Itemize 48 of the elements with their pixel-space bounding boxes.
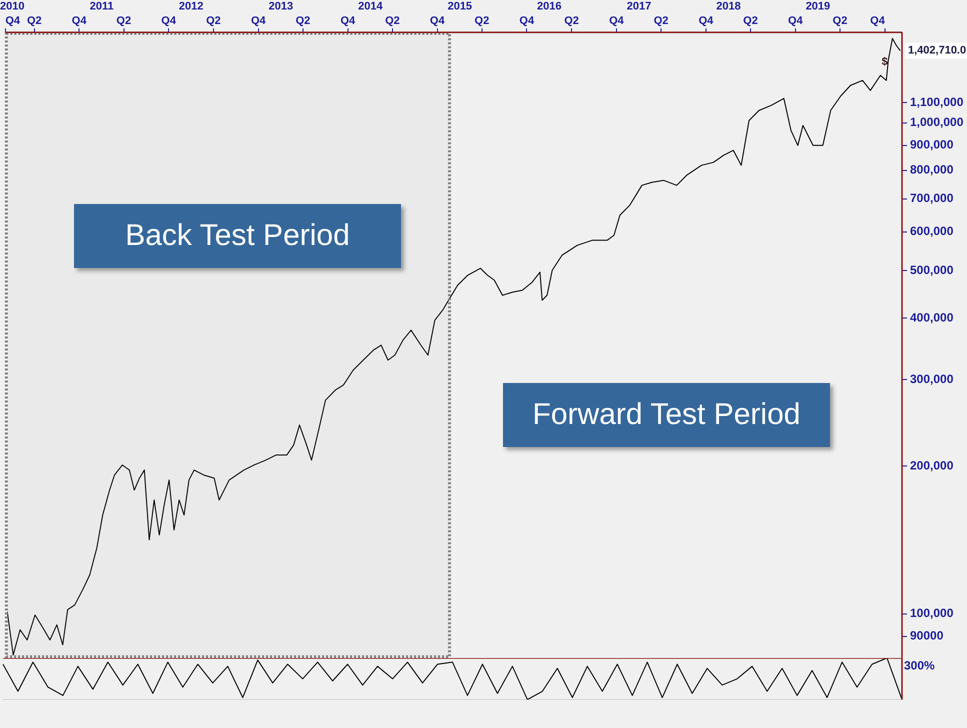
x2-tick-label: 2017 bbox=[626, 0, 652, 13]
x2-tick-label: 2011 bbox=[90, 0, 114, 13]
x-tick-label: Q4 bbox=[5, 14, 21, 27]
x-tick-label: Q2 bbox=[743, 14, 758, 27]
y-tick-label: 900,000 bbox=[910, 138, 954, 152]
text: 300% bbox=[904, 658, 936, 672]
annotation: $ bbox=[882, 56, 888, 68]
y-tick-label: 300,000 bbox=[910, 372, 954, 386]
x2-tick-label: 2013 bbox=[268, 0, 294, 13]
y-tick-label: 500,000 bbox=[910, 262, 954, 277]
x-tick-label: Q4 bbox=[519, 14, 535, 27]
x2-tick-label: 2018 bbox=[716, 0, 741, 13]
x2-tick-label: 2014 bbox=[358, 0, 384, 13]
x-tick-label: Q2 bbox=[654, 14, 668, 27]
y-tick-label: 700,000 bbox=[910, 191, 954, 206]
x-tick-label: Q2 bbox=[832, 14, 848, 27]
x-tick-label: Q4 bbox=[72, 14, 88, 27]
x-tick-label: Q4 bbox=[788, 14, 804, 27]
x2-tick-label: 2015 bbox=[448, 0, 472, 13]
x2-tick-label: 2010 bbox=[0, 0, 24, 13]
y-tick-label: 100,000 bbox=[910, 606, 954, 620]
text-box: Back Test Period bbox=[74, 204, 401, 268]
y-tick-label: 400,000 bbox=[910, 310, 954, 325]
x2-tick-label: 2012 bbox=[178, 0, 204, 13]
x-tick-label: Q2 bbox=[206, 14, 221, 27]
x-tick-label: Q2 bbox=[564, 14, 579, 27]
x-tick-label: Q4 bbox=[870, 14, 886, 27]
y-tick-label: 200,000 bbox=[910, 458, 954, 472]
x-tick-label: Q4 bbox=[340, 14, 356, 27]
annotation: 1,402,710.0 bbox=[908, 44, 966, 57]
x-tick-label: Q4 bbox=[430, 14, 446, 27]
x-tick-label: Q2 bbox=[26, 14, 42, 27]
x-tick-label: Q4 bbox=[609, 14, 625, 27]
x-tick-label: Q2 bbox=[116, 14, 132, 27]
x-tick-label: Q4 bbox=[161, 14, 177, 27]
x-tick-label: Q4 bbox=[250, 14, 267, 27]
y-tick-label: 600,000 bbox=[910, 224, 954, 238]
y-tick-label: 1,000,000 bbox=[910, 115, 964, 130]
y-tick-label: 90000 bbox=[910, 628, 944, 643]
x-tick-label: Q2 bbox=[474, 14, 490, 27]
x-tick-label: Q2 bbox=[385, 14, 400, 27]
y-tick-label: 800,000 bbox=[910, 162, 954, 177]
text-box: Forward Test Period bbox=[503, 383, 830, 447]
x2-tick-label: 2019 bbox=[806, 0, 830, 13]
x-tick-label: Q4 bbox=[698, 14, 714, 27]
x2-tick-label: 2016 bbox=[537, 0, 562, 13]
x-tick-label: Q2 bbox=[296, 14, 310, 27]
y-tick-label: 1,100,000 bbox=[910, 94, 964, 109]
